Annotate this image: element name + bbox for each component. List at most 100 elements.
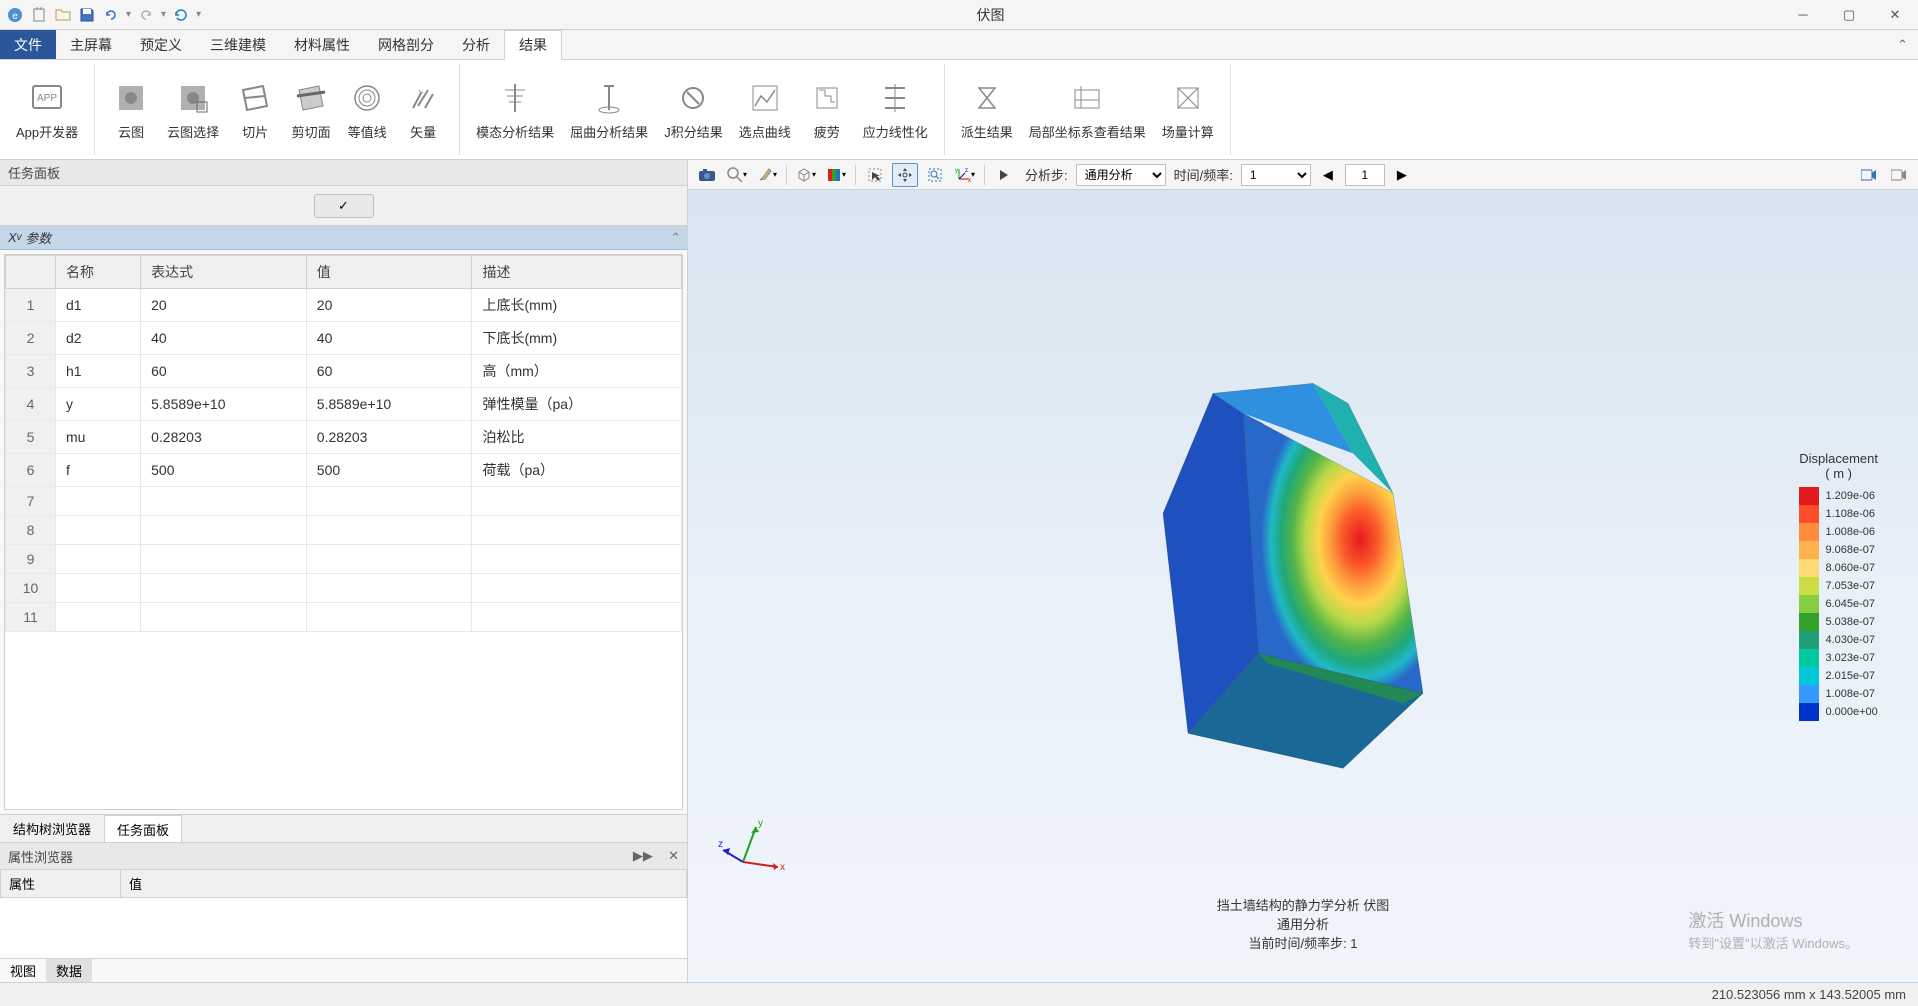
ribbon-derive[interactable]: 派生结果 <box>953 74 1021 145</box>
bottom-tab-1[interactable]: 任务面板 <box>104 815 182 842</box>
zoom-box-icon[interactable] <box>922 163 948 187</box>
param-row[interactable]: 2d24040下底长(mm) <box>6 322 682 355</box>
bottom-tabs: 结构树浏览器任务面板 <box>0 814 687 842</box>
menu-材料属性[interactable]: 材料属性 <box>280 30 364 59</box>
ribbon-iso[interactable]: 等值线 <box>339 74 395 145</box>
param-row[interactable]: 3h16060高（mm） <box>6 355 682 388</box>
redo-icon[interactable] <box>137 6 155 24</box>
color-legend: Displacement( m ) 1.209e-061.108e-061.00… <box>1799 451 1878 721</box>
prop-tab-视图[interactable]: 视图 <box>0 959 46 982</box>
ribbon: APPApp开发器云图云图选择切片剪切面等值线矢量模态分析结果屈曲分析结果J积分… <box>0 60 1918 160</box>
close-button[interactable]: ✕ <box>1872 0 1918 30</box>
menu-三维建模[interactable]: 三维建模 <box>196 30 280 59</box>
param-table: 名称表达式值描述 1d12020上底长(mm)2d24040下底长(mm)3h1… <box>4 254 683 810</box>
svg-text:e: e <box>12 11 18 22</box>
camera-icon[interactable] <box>694 163 720 187</box>
prop-play-icon[interactable]: ▶▶ <box>633 848 653 864</box>
ribbon-slice[interactable]: 切片 <box>227 74 283 145</box>
svg-text:z: z <box>965 168 968 174</box>
ribbon-app[interactable]: APPApp开发器 <box>8 74 86 145</box>
play-icon[interactable] <box>991 163 1017 187</box>
model-info: 挡土墙结构的静力学分析 伏图 通用分析 当前时间/频率步: 1 <box>1217 895 1390 952</box>
refresh-icon[interactable] <box>172 6 190 24</box>
prev-frame-icon[interactable]: ◀ <box>1315 163 1341 187</box>
canvas[interactable]: x y z Displacement( m ) 1.209e-061.108e-… <box>688 190 1918 982</box>
next-frame-icon[interactable]: ▶ <box>1389 163 1415 187</box>
ribbon-fatigue[interactable]: 疲劳 <box>799 74 855 145</box>
svg-text:x: x <box>780 862 785 873</box>
frame-input[interactable] <box>1345 164 1385 186</box>
select-arrow-icon[interactable] <box>862 163 888 187</box>
prop-tab-数据[interactable]: 数据 <box>46 959 92 982</box>
param-row[interactable]: 6f500500荷载（pa） <box>6 454 682 487</box>
ribbon-vector[interactable]: 矢量 <box>395 74 451 145</box>
pan-icon[interactable] <box>892 163 918 187</box>
time-select[interactable]: 1 <box>1241 164 1311 186</box>
svg-text:APP: APP <box>37 93 57 104</box>
cube-icon[interactable]: ▾ <box>793 163 819 187</box>
task-panel-header: 任务面板 <box>0 160 687 186</box>
ribbon-stress[interactable]: 应力线性化 <box>855 74 936 145</box>
ribbon-contour-sel[interactable]: 云图选择 <box>159 74 227 145</box>
time-label: 时间/频率: <box>1174 165 1233 184</box>
menu-结果[interactable]: 结果 <box>504 30 562 60</box>
prop-close-icon[interactable]: ✕ <box>668 848 679 864</box>
step-label: 分析步: <box>1025 165 1068 184</box>
save-icon[interactable] <box>78 6 96 24</box>
step-select[interactable]: 通用分析 <box>1076 164 1166 186</box>
bottom-tab-0[interactable]: 结构树浏览器 <box>0 815 104 842</box>
param-row[interactable]: 4y5.8589e+105.8589e+10弹性模量（pa） <box>6 388 682 421</box>
menu-预定义[interactable]: 预定义 <box>126 30 196 59</box>
svg-text:z: z <box>718 839 723 850</box>
mesh-result <box>1113 353 1493 776</box>
property-panel-title: 属性浏览器 <box>8 847 73 866</box>
menu-网格剖分[interactable]: 网格剖分 <box>364 30 448 59</box>
menubar: 文件 主屏幕预定义三维建模材料属性网格剖分分析结果 ⌃ <box>0 30 1918 60</box>
ribbon-local[interactable]: 局部坐标系查看结果 <box>1021 74 1154 145</box>
minimize-button[interactable]: ─ <box>1780 0 1826 30</box>
windows-watermark: 激活 Windows 转到"设置"以激活 Windows。 <box>1688 907 1858 952</box>
ribbon-jint[interactable]: J积分结果 <box>656 74 731 145</box>
ribbon-cut[interactable]: 剪切面 <box>283 74 339 145</box>
menu-分析[interactable]: 分析 <box>448 30 504 59</box>
titlebar: e ▾ ▾ ▾ 伏图 ─ ▢ ✕ <box>0 0 1918 30</box>
confirm-button[interactable]: ✓ <box>314 194 374 218</box>
param-row-empty[interactable]: 8 <box>6 516 682 545</box>
record2-icon[interactable] <box>1886 163 1912 187</box>
undo-icon[interactable] <box>102 6 120 24</box>
params-section-header[interactable]: Xv Xv 参数参数 ⌃ <box>0 226 687 250</box>
left-panel: 任务面板 ✓ Xv Xv 参数参数 ⌃ 名称表达式值描述 1d12020上底长(… <box>0 160 688 982</box>
record-icon[interactable] <box>1856 163 1882 187</box>
param-row-empty[interactable]: 7 <box>6 487 682 516</box>
axis-icon[interactable]: xyz▾ <box>952 163 978 187</box>
param-row-empty[interactable]: 9 <box>6 545 682 574</box>
ribbon-contour[interactable]: 云图 <box>103 74 159 145</box>
param-row-empty[interactable]: 11 <box>6 603 682 632</box>
ribbon-buckle[interactable]: 屈曲分析结果 <box>562 74 656 145</box>
param-row[interactable]: 5mu0.282030.28203泊松比 <box>6 421 682 454</box>
status-dimensions: 210.523056 mm x 143.52005 mm <box>1712 987 1906 1002</box>
menu-file[interactable]: 文件 <box>0 30 56 59</box>
svg-text:y: y <box>758 818 763 829</box>
window-title: 伏图 <box>201 5 1780 25</box>
ribbon-collapse-icon[interactable]: ⌃ <box>1887 30 1918 59</box>
viewport-toolbar: ▾ ▾ ▾ ▾ xyz▾ 分析步: 通用分析 时间/频率: 1 ◀ ▶ <box>688 160 1918 190</box>
brush-icon[interactable]: ▾ <box>754 163 780 187</box>
new-icon[interactable] <box>30 6 48 24</box>
menu-主屏幕[interactable]: 主屏幕 <box>56 30 126 59</box>
zoom-icon[interactable]: ▾ <box>724 163 750 187</box>
ribbon-curve[interactable]: 选点曲线 <box>731 74 799 145</box>
statusbar: 210.523056 mm x 143.52005 mm <box>0 982 1918 1006</box>
open-icon[interactable] <box>54 6 72 24</box>
param-row-empty[interactable]: 10 <box>6 574 682 603</box>
ribbon-modal[interactable]: 模态分析结果 <box>468 74 562 145</box>
axis-triad: x y z <box>718 812 788 882</box>
property-panel: 属性浏览器 ▶▶ ✕ 属性值 视图数据 <box>0 842 687 982</box>
maximize-button[interactable]: ▢ <box>1826 0 1872 30</box>
ribbon-field[interactable]: 场量计算 <box>1154 74 1222 145</box>
param-row[interactable]: 1d12020上底长(mm) <box>6 289 682 322</box>
viewport: ▾ ▾ ▾ ▾ xyz▾ 分析步: 通用分析 时间/频率: 1 ◀ ▶ <box>688 160 1918 982</box>
app-logo-icon: e <box>6 6 24 24</box>
palette-icon[interactable]: ▾ <box>823 163 849 187</box>
svg-text:y: y <box>955 168 958 174</box>
